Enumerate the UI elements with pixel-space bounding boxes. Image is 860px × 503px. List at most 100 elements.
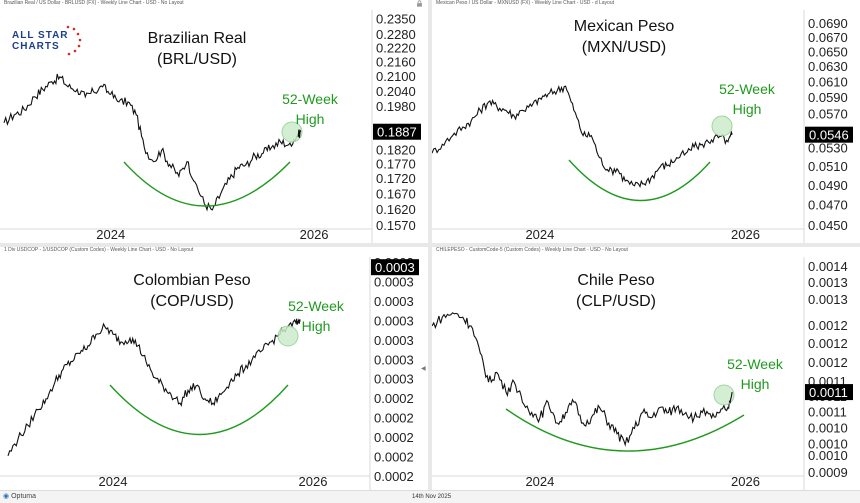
y-tick-label: 0.2350 xyxy=(376,11,416,26)
last-price-badge xyxy=(373,123,421,140)
last-price-badge xyxy=(371,259,419,276)
y-tick-label: 0.0450 xyxy=(808,218,848,233)
y-tick-label: 0.0009 xyxy=(808,465,848,480)
chart-caption: Brazilian Real / US Dollar - BRLUSD (FX)… xyxy=(4,0,184,6)
y-tick-label: 0.0010 xyxy=(808,420,848,435)
last-price-badge xyxy=(805,384,853,401)
y-tick-label: 0.0610 xyxy=(808,74,848,89)
annotation-high: High xyxy=(302,318,331,334)
annotation-52-week: 52-Week xyxy=(282,91,339,107)
y-tick-label: 0.0002 xyxy=(374,469,414,484)
price-line-series xyxy=(432,84,733,188)
chart-title-line1: Brazilian Real xyxy=(148,30,247,47)
y-tick-label: 0.0530 xyxy=(808,141,848,156)
chart-panel-clp: CHILEPESO - CustomCode-5 (Custom Codes) … xyxy=(432,247,860,490)
highlight-circle-icon xyxy=(711,115,733,137)
y-tick-label: 0.1770 xyxy=(376,157,416,172)
chart-caption: CHILEPESO - CustomCode-5 (Custom Codes) … xyxy=(436,247,628,253)
chart-title-line1: Mexican Peso xyxy=(574,18,675,35)
y-tick-label: 0.1820 xyxy=(376,142,416,157)
chart-svg-cop: 0.00030.00030.00030.00030.00030.00030.00… xyxy=(0,255,419,490)
chart-title-line2: (BRL/USD) xyxy=(157,51,237,68)
last-price-label: 0.0003 xyxy=(375,260,415,275)
x-tick-label: 2024 xyxy=(525,227,554,242)
x-tick-label: 2026 xyxy=(731,227,760,242)
logo-text-line1: ALL STAR xyxy=(12,30,69,41)
y-tick-label: 0.0014 xyxy=(808,259,848,274)
y-tick-label: 0.1570 xyxy=(376,218,416,233)
y-tick-label: 0.0003 xyxy=(374,294,414,309)
y-tick-label: 0.0003 xyxy=(374,372,414,387)
rounding-bottom-arc xyxy=(568,159,711,202)
collapse-arrow-icon[interactable]: ◀ xyxy=(421,366,426,372)
optuma-logo-icon: ◉ xyxy=(3,493,10,500)
all-star-charts-logo: ALL STAR CHARTS xyxy=(8,24,88,60)
x-tick-label: 2026 xyxy=(299,474,328,489)
chart-title-line2: (CLP/USD) xyxy=(576,293,656,310)
y-tick-label: 0.2160 xyxy=(376,54,416,69)
y-tick-label: 0.2040 xyxy=(376,84,416,99)
price-line-latest xyxy=(728,392,733,404)
price-line-series xyxy=(432,312,733,447)
y-tick-label: 0.1620 xyxy=(376,202,416,217)
y-tick-label: 0.0002 xyxy=(374,411,414,426)
last-price-label: 0.1887 xyxy=(377,125,417,140)
logo-stars-icon xyxy=(66,25,82,56)
y-tick-label: 0.0011 xyxy=(808,405,847,420)
optuma-logo-text: Optuma xyxy=(11,493,37,500)
highlight-circle-icon xyxy=(277,325,299,347)
y-tick-label: 0.0590 xyxy=(808,90,848,105)
x-tick-label: 2024 xyxy=(525,474,554,489)
y-tick-label: 0.0650 xyxy=(808,44,848,59)
panel-divider-horizontal[interactable] xyxy=(0,243,860,247)
y-tick-label: 0.0670 xyxy=(808,30,848,45)
y-tick-label: 0.1980 xyxy=(376,99,416,114)
chart-caption: Mexican Peso / US Dollar - MXNUSD (FX) -… xyxy=(436,0,615,6)
rounding-bottom-arc xyxy=(109,384,289,436)
price-line-latest xyxy=(728,130,733,138)
chart-panel-cop: 1 Div USDCOP - 1/USDCOP (Custom Codes) -… xyxy=(0,247,428,490)
footer-date: 14th Nov 2025 xyxy=(412,494,452,500)
last-price-label: 0.0011 xyxy=(809,385,848,400)
y-tick-label: 0.0002 xyxy=(374,430,414,445)
y-tick-label: 0.0010 xyxy=(808,448,848,463)
y-tick-label: 0.0002 xyxy=(374,450,414,465)
chart-title-line2: (COP/USD) xyxy=(150,293,234,310)
chart-title-line1: Chile Peso xyxy=(577,272,654,289)
y-tick-label: 0.0012 xyxy=(808,355,848,370)
y-tick-label: 0.0003 xyxy=(374,333,414,348)
price-line-latest xyxy=(297,129,302,138)
y-tick-label: 0.2100 xyxy=(376,69,416,84)
y-tick-label: 0.0570 xyxy=(808,106,848,121)
y-tick-label: 0.1720 xyxy=(376,171,416,186)
chart-title-line1: Colombian Peso xyxy=(133,272,251,289)
price-line-latest xyxy=(296,318,301,325)
x-tick-label: 2026 xyxy=(731,474,760,489)
y-tick-label: 0.0003 xyxy=(374,313,414,328)
rounding-bottom-arc xyxy=(123,161,291,207)
optuma-logo: ◉ Optuma xyxy=(3,492,36,500)
y-tick-label: 0.0013 xyxy=(808,292,848,307)
y-tick-label: 0.0012 xyxy=(808,318,848,333)
chart-svg-brl: 0.23500.22800.22200.21600.21000.20400.19… xyxy=(0,10,421,243)
y-tick-label: 0.0010 xyxy=(808,437,848,452)
chart-svg-clp: 0.00140.00130.00130.00120.00120.00120.00… xyxy=(432,257,853,490)
x-tick-label: 2026 xyxy=(300,227,329,242)
chart-svg-mxn: 0.06900.06700.06500.06300.06100.05900.05… xyxy=(432,10,853,243)
logo-text-line2: CHARTS xyxy=(12,41,60,52)
y-tick-label: 0.0490 xyxy=(808,178,848,193)
y-tick-label: 0.0470 xyxy=(808,197,848,212)
annotation-high: High xyxy=(296,111,325,127)
lock-icon xyxy=(417,0,422,7)
rounding-bottom-arc xyxy=(505,408,745,452)
y-tick-label: 0.0510 xyxy=(808,159,848,174)
status-footer: ◉ Optuma 14th Nov 2025 xyxy=(0,490,860,503)
chart-caption: 1 Div USDCOP - 1/USDCOP (Custom Codes) -… xyxy=(4,247,194,253)
chart-title-line2: (MXN/USD) xyxy=(582,39,666,56)
annotation-52-week: 52-Week xyxy=(288,298,345,314)
chart-panel-brl: Brazilian Real / US Dollar - BRLUSD (FX)… xyxy=(0,0,428,243)
price-line-series xyxy=(3,73,302,212)
y-tick-label: 0.0002 xyxy=(374,391,414,406)
annotation-52-week: 52-Week xyxy=(727,356,784,372)
y-tick-label: 0.0013 xyxy=(808,275,848,290)
